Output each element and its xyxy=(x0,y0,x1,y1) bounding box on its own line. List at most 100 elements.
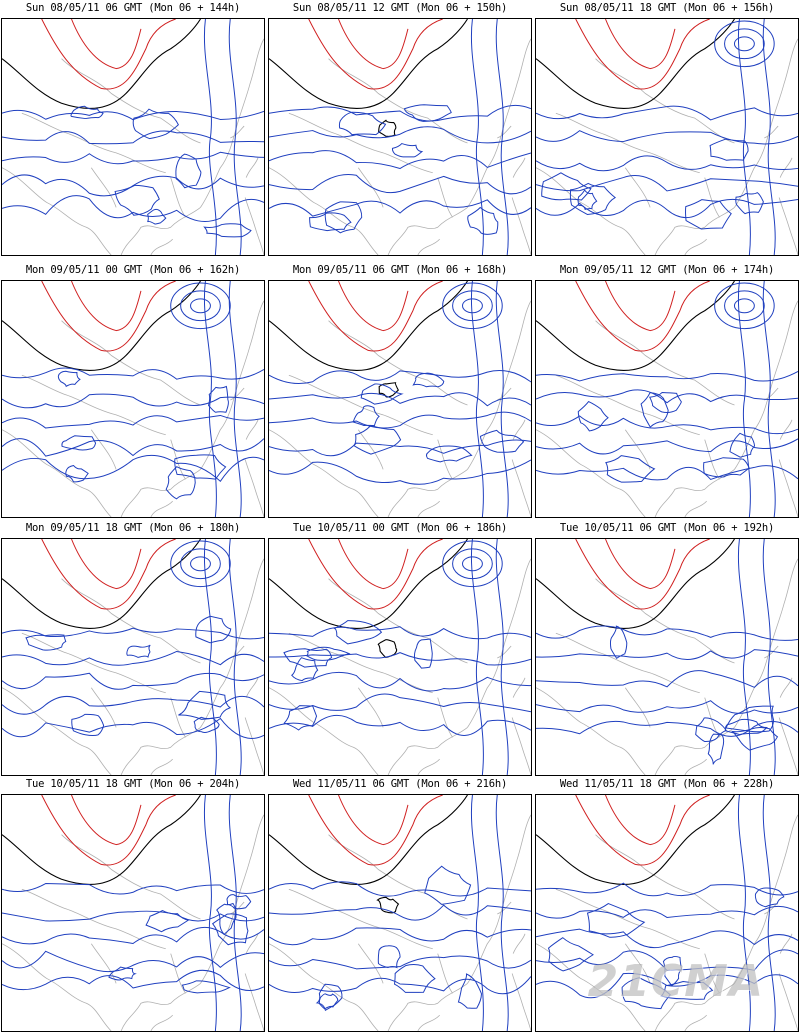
contour-line xyxy=(2,19,201,109)
contour-line xyxy=(108,966,137,981)
warm-contours xyxy=(41,19,176,90)
contour-line xyxy=(609,625,628,659)
coastline xyxy=(387,469,468,517)
cold-contours xyxy=(269,795,531,1031)
zero-contours xyxy=(2,19,201,109)
contour-line xyxy=(353,424,402,455)
contour-line xyxy=(41,539,176,610)
coastline xyxy=(2,167,112,255)
contour-line xyxy=(290,657,319,682)
warm-contours xyxy=(308,19,443,90)
contour-line xyxy=(2,151,264,165)
contour-line xyxy=(145,910,190,933)
warm-contours xyxy=(41,539,176,610)
coastline xyxy=(555,112,700,174)
contour-line xyxy=(2,438,264,457)
contour-line xyxy=(725,705,775,733)
contour-ring xyxy=(724,290,765,322)
contour-line xyxy=(648,392,682,413)
warm-contours xyxy=(575,19,710,90)
contour-line xyxy=(709,138,749,161)
coastline xyxy=(288,112,433,174)
cold-contours xyxy=(2,539,264,775)
warm-contours xyxy=(308,795,443,866)
contour-map xyxy=(268,18,532,256)
coastline xyxy=(684,238,707,255)
zero-contours xyxy=(536,795,735,885)
contour-line xyxy=(413,638,433,669)
coastline xyxy=(497,645,526,698)
contour-line xyxy=(269,652,531,666)
contour-line xyxy=(308,795,443,866)
contour-line xyxy=(283,705,318,731)
coastline xyxy=(269,429,379,517)
contour-line xyxy=(640,392,669,428)
cold-contours xyxy=(269,281,531,517)
contour-line xyxy=(2,910,264,922)
contour-line xyxy=(470,795,484,1031)
contour-line xyxy=(2,627,264,640)
zero-contours xyxy=(536,281,735,371)
contour-line xyxy=(605,455,656,483)
contour-line xyxy=(536,539,735,629)
coastline xyxy=(778,717,798,775)
coastline xyxy=(230,387,259,440)
contour-line xyxy=(65,464,89,483)
contour-line xyxy=(707,733,725,765)
coastline xyxy=(497,901,526,954)
contour-line xyxy=(536,415,798,435)
contour-line xyxy=(211,913,249,946)
coastline-layer xyxy=(536,38,798,255)
contour-line xyxy=(394,963,436,993)
contour-line xyxy=(536,625,798,641)
coastline xyxy=(387,727,468,775)
coastline-layer xyxy=(269,300,531,517)
contour-line xyxy=(71,539,142,590)
contour-line xyxy=(228,539,242,775)
coastline xyxy=(200,300,264,470)
contour-line xyxy=(25,634,67,651)
contour-line xyxy=(269,150,531,170)
contour-line xyxy=(338,539,409,590)
contour-line xyxy=(228,281,242,517)
coastline xyxy=(536,167,646,255)
contour-line xyxy=(147,208,167,225)
coastline xyxy=(150,758,173,775)
coastline xyxy=(200,38,264,208)
coastline xyxy=(387,983,468,1031)
contour-line xyxy=(575,281,710,352)
contour-line xyxy=(536,155,798,172)
coastline xyxy=(467,38,531,208)
coastline xyxy=(150,1014,173,1031)
coastline xyxy=(61,320,201,406)
coastline xyxy=(417,1014,440,1031)
contour-line xyxy=(378,382,399,398)
contour-ring xyxy=(733,36,755,52)
contour-line xyxy=(333,620,383,645)
contour-line xyxy=(536,105,798,121)
contour-line xyxy=(71,19,142,70)
coastline xyxy=(244,973,264,1031)
contour-ring xyxy=(190,298,211,314)
cold-contours xyxy=(2,19,264,255)
contour-line xyxy=(495,281,509,517)
panel-title: Sun 08/05/11 18 GMT (Mon 06 + 156h) xyxy=(559,2,775,14)
contour-svg xyxy=(269,19,531,255)
contour-line xyxy=(195,615,232,644)
contour-ring xyxy=(462,556,483,572)
warm-contours xyxy=(308,539,443,610)
contour-line xyxy=(762,281,776,517)
coastline xyxy=(778,197,798,255)
contour-line xyxy=(269,439,531,457)
contour-ring xyxy=(733,298,755,314)
warm-contours xyxy=(575,539,710,610)
contour-line xyxy=(269,626,531,640)
coastline xyxy=(269,167,379,255)
contour-line xyxy=(269,693,531,713)
coastline xyxy=(230,125,259,178)
panel-title: Tue 10/05/11 06 GMT (Mon 06 + 192h) xyxy=(559,522,775,534)
contour-map xyxy=(268,538,532,776)
contour-ring xyxy=(170,282,231,330)
coastline xyxy=(357,167,453,218)
contour-line xyxy=(536,949,798,971)
